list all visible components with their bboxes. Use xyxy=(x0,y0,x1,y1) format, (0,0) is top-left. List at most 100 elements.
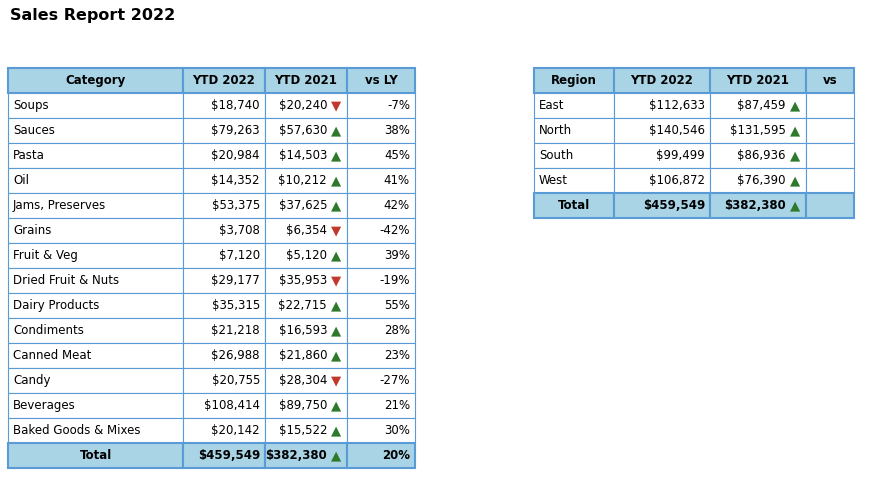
Text: $87,459: $87,459 xyxy=(737,99,786,112)
Text: ▲: ▲ xyxy=(331,324,341,337)
Bar xyxy=(183,368,265,393)
Bar xyxy=(183,293,265,318)
Bar xyxy=(183,318,265,343)
Bar xyxy=(265,143,347,168)
Text: $20,755: $20,755 xyxy=(211,374,260,387)
Text: Sales Report 2022: Sales Report 2022 xyxy=(10,8,175,23)
Text: $3,708: $3,708 xyxy=(219,224,260,237)
Text: ▼: ▼ xyxy=(331,99,341,112)
Bar xyxy=(8,418,183,443)
Text: $18,740: $18,740 xyxy=(211,99,260,112)
Text: ▲: ▲ xyxy=(790,124,800,137)
Text: $86,936: $86,936 xyxy=(737,149,786,162)
Bar xyxy=(183,93,265,118)
Bar xyxy=(347,218,415,243)
Bar xyxy=(534,68,614,93)
Bar xyxy=(614,143,710,168)
Text: $14,352: $14,352 xyxy=(211,174,260,187)
Bar xyxy=(614,168,710,193)
Text: ▲: ▲ xyxy=(331,249,341,262)
Text: $20,142: $20,142 xyxy=(211,424,260,437)
Text: $99,499: $99,499 xyxy=(656,149,705,162)
Bar xyxy=(265,318,347,343)
Text: ▲: ▲ xyxy=(790,199,800,212)
Bar xyxy=(347,418,415,443)
Bar xyxy=(8,318,183,343)
Text: Baked Goods & Mixes: Baked Goods & Mixes xyxy=(13,424,141,437)
Text: ▼: ▼ xyxy=(331,374,341,387)
Bar xyxy=(8,268,183,293)
Text: Pasta: Pasta xyxy=(13,149,45,162)
Bar xyxy=(347,268,415,293)
Text: ▲: ▲ xyxy=(331,149,341,162)
Text: ▲: ▲ xyxy=(331,124,341,137)
Bar xyxy=(534,143,614,168)
Bar xyxy=(347,443,415,468)
Bar xyxy=(183,118,265,143)
Bar xyxy=(534,93,614,118)
Text: YTD 2022: YTD 2022 xyxy=(631,74,693,87)
Text: ▼: ▼ xyxy=(331,224,341,237)
Bar xyxy=(347,168,415,193)
Bar xyxy=(265,343,347,368)
Text: Candy: Candy xyxy=(13,374,50,387)
Bar xyxy=(8,93,183,118)
Bar xyxy=(347,68,415,93)
Text: 55%: 55% xyxy=(385,299,410,312)
Bar xyxy=(710,143,806,168)
Bar xyxy=(183,343,265,368)
Text: Soups: Soups xyxy=(13,99,48,112)
Bar xyxy=(183,143,265,168)
Bar xyxy=(347,193,415,218)
Text: ▲: ▲ xyxy=(790,99,800,112)
Text: 41%: 41% xyxy=(384,174,410,187)
Bar xyxy=(183,393,265,418)
Bar xyxy=(8,68,183,93)
Bar xyxy=(265,68,347,93)
Bar xyxy=(806,193,854,218)
Text: $6,354: $6,354 xyxy=(286,224,327,237)
Text: ▲: ▲ xyxy=(331,349,341,362)
Bar xyxy=(347,393,415,418)
Text: 30%: 30% xyxy=(385,424,410,437)
Text: Oil: Oil xyxy=(13,174,29,187)
Bar xyxy=(710,118,806,143)
Bar xyxy=(710,193,806,218)
Text: ▲: ▲ xyxy=(790,174,800,187)
Bar xyxy=(265,393,347,418)
Bar xyxy=(614,193,710,218)
Bar xyxy=(183,418,265,443)
Text: vs: vs xyxy=(823,74,837,87)
Bar xyxy=(347,243,415,268)
Bar xyxy=(8,243,183,268)
Text: $20,240: $20,240 xyxy=(278,99,327,112)
Bar xyxy=(8,293,183,318)
Text: Sauces: Sauces xyxy=(13,124,55,137)
Text: $21,218: $21,218 xyxy=(211,324,260,337)
Text: 23%: 23% xyxy=(384,349,410,362)
Text: ▲: ▲ xyxy=(331,299,341,312)
Text: $131,595: $131,595 xyxy=(730,124,786,137)
Text: $76,390: $76,390 xyxy=(737,174,786,187)
Text: -27%: -27% xyxy=(379,374,410,387)
Text: -19%: -19% xyxy=(379,274,410,287)
Text: $459,549: $459,549 xyxy=(198,449,260,462)
Bar xyxy=(265,93,347,118)
Bar xyxy=(183,443,265,468)
Bar xyxy=(265,418,347,443)
Text: Total: Total xyxy=(79,449,112,462)
Text: $140,546: $140,546 xyxy=(649,124,705,137)
Bar xyxy=(265,268,347,293)
Bar xyxy=(347,368,415,393)
Text: 45%: 45% xyxy=(384,149,410,162)
Text: $382,380: $382,380 xyxy=(265,449,327,462)
Bar xyxy=(265,443,347,468)
Bar xyxy=(265,368,347,393)
Bar xyxy=(8,118,183,143)
Text: Canned Meat: Canned Meat xyxy=(13,349,92,362)
Bar xyxy=(347,343,415,368)
Text: YTD 2021: YTD 2021 xyxy=(727,74,789,87)
Text: Fruit & Veg: Fruit & Veg xyxy=(13,249,77,262)
Text: $14,503: $14,503 xyxy=(279,149,327,162)
Text: ▼: ▼ xyxy=(331,274,341,287)
